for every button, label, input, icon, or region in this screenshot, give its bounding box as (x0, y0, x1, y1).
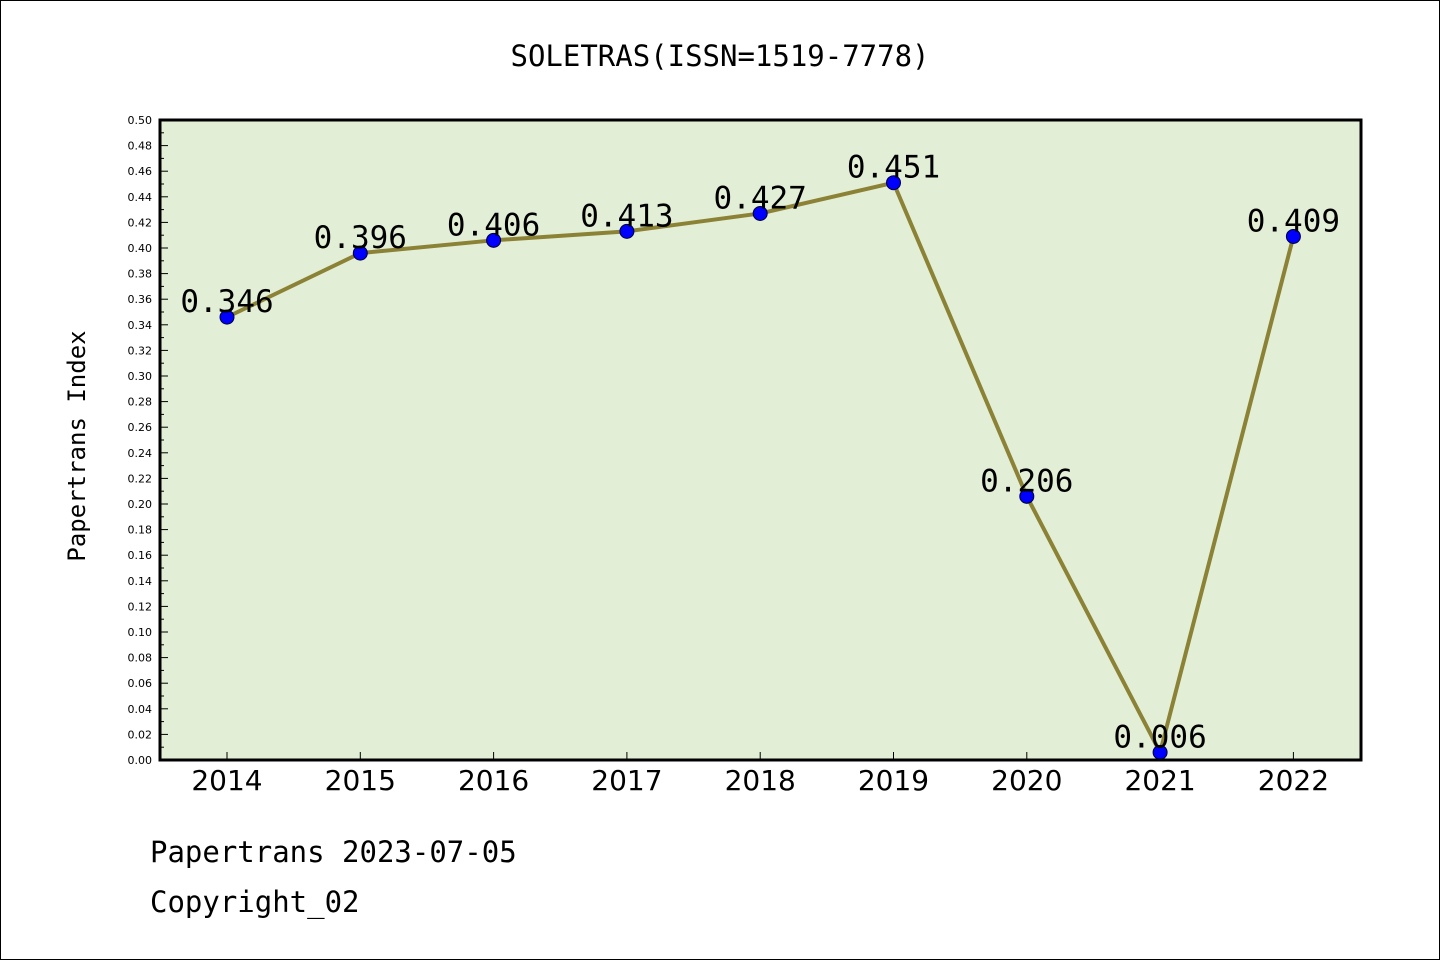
footer-date: Papertrans 2023-07-05 (150, 835, 517, 869)
y-tick-label: 0.30 (128, 370, 153, 383)
y-tick-label: 0.18 (128, 524, 153, 537)
y-tick-label: 0.46 (128, 165, 153, 178)
y-tick-label: 0.38 (128, 268, 153, 281)
plot-area (160, 120, 1361, 760)
y-tick-label: 0.20 (128, 498, 153, 511)
data-label: 0.427 (714, 180, 807, 216)
data-label: 0.406 (447, 207, 540, 243)
data-point (1019, 488, 1035, 504)
y-tick-label: 0.22 (128, 472, 153, 485)
data-point (619, 223, 635, 239)
data-label: 0.413 (580, 198, 673, 234)
data-point (886, 175, 901, 191)
data-point (352, 245, 368, 261)
plot-border (158, 118, 1363, 762)
y-tick-label: 0.44 (128, 191, 153, 204)
footer-copyright: Copyright_02 (150, 885, 360, 919)
y-tick-label: 0.42 (128, 216, 153, 229)
data-label: 0.006 (1113, 719, 1206, 755)
data-label: 0.346 (180, 284, 273, 320)
y-tick-label: 0.02 (128, 728, 153, 741)
data-point (219, 309, 235, 325)
x-tick-label: 2018 (725, 764, 796, 797)
chart-title: SOLETRAS(ISSN=1519-7778) (510, 39, 929, 73)
y-tick-label: 0.16 (128, 549, 153, 562)
x-tick-label: 2021 (1124, 764, 1195, 797)
y-tick-label: 0.50 (128, 114, 153, 127)
x-tick-label: 2017 (591, 764, 662, 797)
x-tick-label: 2019 (858, 764, 929, 797)
y-tick-label: 0.10 (128, 626, 153, 639)
y-tick-label: 0.12 (128, 600, 153, 613)
y-tick-label: 0.04 (128, 703, 153, 716)
y-tick-label: 0.40 (128, 242, 153, 255)
x-tick-label: 2020 (991, 764, 1062, 797)
data-point (752, 205, 768, 221)
y-tick-label: 0.24 (128, 447, 153, 460)
y-tick-label: 0.06 (128, 677, 153, 690)
y-tick-label: 0.48 (128, 140, 153, 153)
data-labels: 0.346 0.396 0.406 0.413 0.427 0.451 0.206 0.006… (180, 150, 1340, 756)
x-tick-label: 2014 (191, 764, 262, 797)
data-label: 0.206 (980, 463, 1073, 499)
x-tick-label: 2022 (1258, 764, 1329, 797)
y-axis-ticks: 0.00 0.02 0.04 0.06 0.08 0.10 0.12 0.14 0.16 0.18… (128, 114, 168, 767)
y-tick-label: 0.34 (128, 319, 153, 332)
y-tick-label: 0.00 (128, 754, 153, 767)
y-tick-label: 0.26 (128, 421, 153, 434)
y-tick-label: 0.28 (128, 396, 153, 409)
y-tick-label: 0.08 (128, 652, 153, 665)
data-markers (219, 175, 1301, 760)
x-tick-label: 2015 (325, 764, 396, 797)
x-axis-ticks: 2014 2015 2016 2017 2018 2019 2020 2021 2022 (191, 752, 1329, 797)
data-point (1285, 228, 1301, 244)
y-tick-label: 0.36 (128, 293, 153, 306)
data-label: 0.451 (847, 150, 940, 186)
data-label: 0.409 (1247, 203, 1340, 239)
y-tick-label: 0.14 (128, 575, 153, 588)
data-label: 0.396 (314, 220, 407, 256)
data-point (486, 232, 502, 248)
x-tick-label: 2016 (458, 764, 529, 797)
y-axis-label: Papertrans Index (63, 330, 91, 561)
y-tick-label: 0.32 (128, 344, 153, 357)
